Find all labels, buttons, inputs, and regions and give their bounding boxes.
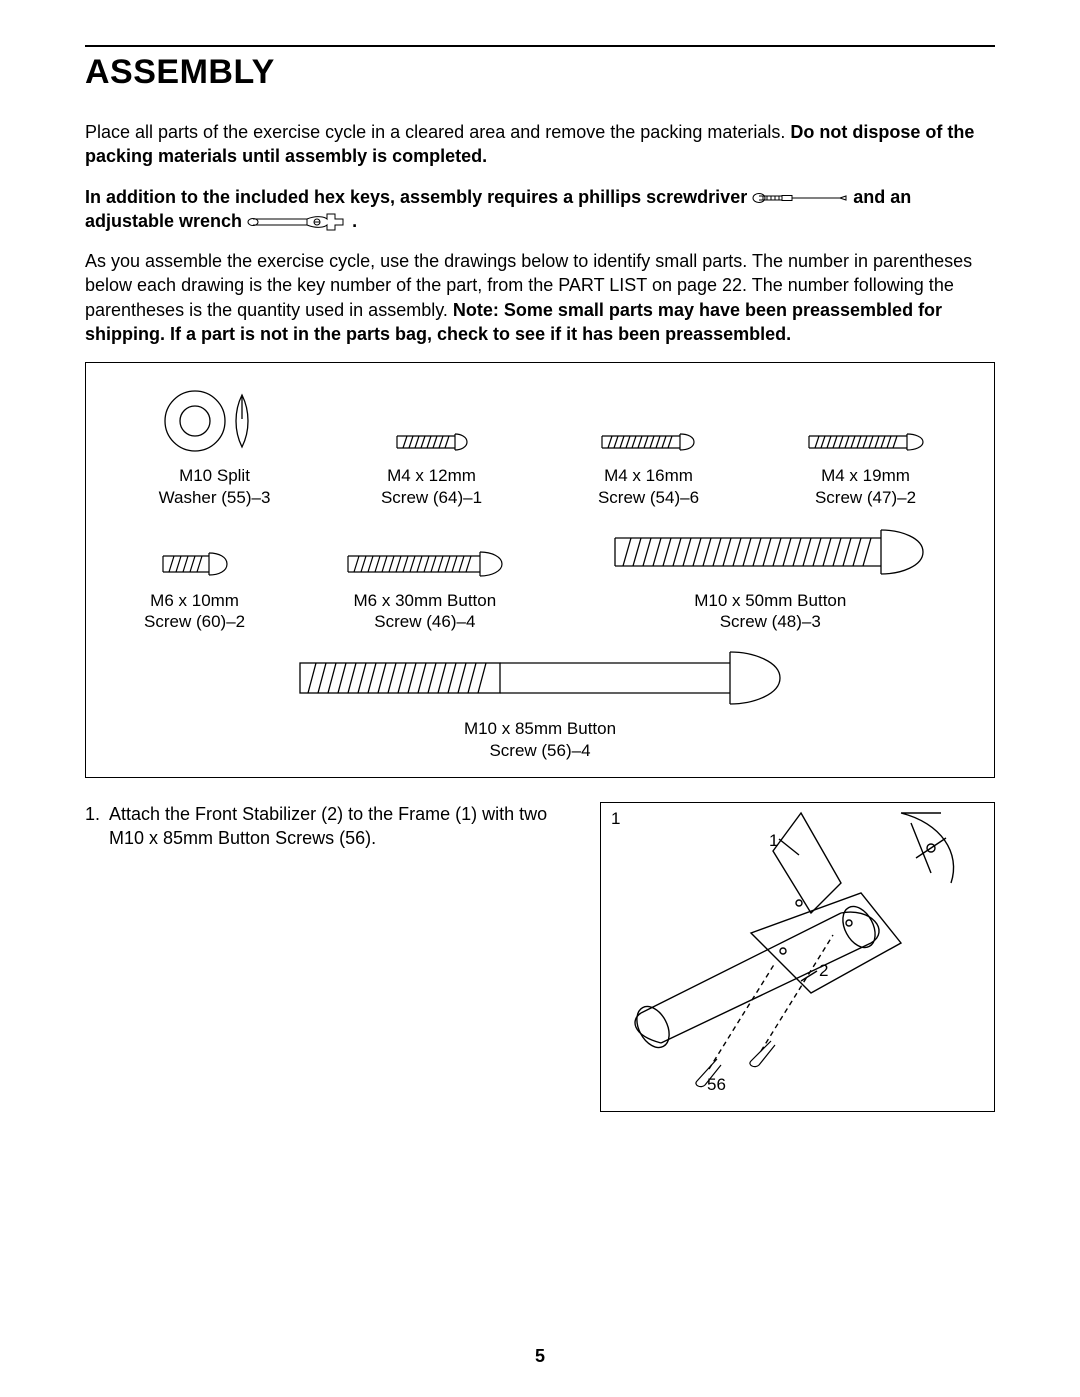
- tools-text-c: .: [352, 211, 357, 231]
- part-label: M6 x 10mm Screw (60)–2: [144, 590, 245, 633]
- part-label-line1: M6 x 30mm Button: [354, 591, 497, 610]
- intro-1-text: Place all parts of the exercise cycle in…: [85, 122, 790, 142]
- part-m6x10mm-screw: M6 x 10mm Screw (60)–2: [106, 546, 283, 633]
- top-rule: [85, 45, 995, 47]
- part-m10x50mm-button-screw: M10 x 50mm Button Screw (48)–3: [567, 522, 974, 633]
- part-label-line1: M10 x 85mm Button: [464, 719, 616, 738]
- part-label-line2: Screw (56)–4: [489, 741, 590, 760]
- screw-icon: [594, 427, 704, 457]
- part-label-line2: Screw (47)–2: [815, 488, 916, 507]
- part-label-line2: Screw (54)–6: [598, 488, 699, 507]
- parts-row-1: M10 Split Washer (55)–3: [106, 385, 974, 508]
- step-number: 1.: [85, 802, 109, 1112]
- part-label-line1: M10 Split: [179, 466, 250, 485]
- part-label-line1: M4 x 19mm: [821, 466, 910, 485]
- step-1-text: 1. Attach the Front Stabilizer (2) to th…: [85, 802, 572, 1112]
- part-m6x30mm-button-screw: M6 x 30mm Button Screw (46)–4: [283, 546, 566, 633]
- part-label: M10 x 50mm Button Screw (48)–3: [694, 590, 846, 633]
- intro-paragraph-3: As you assemble the exercise cycle, use …: [85, 249, 995, 346]
- part-label-line1: M10 x 50mm Button: [694, 591, 846, 610]
- intro-paragraph-1: Place all parts of the exercise cycle in…: [85, 120, 995, 169]
- small-parts-identification-box: M10 Split Washer (55)–3: [85, 362, 995, 778]
- part-label-line2: Screw (60)–2: [144, 612, 245, 631]
- part-label-line1: M4 x 16mm: [604, 466, 693, 485]
- parts-row-2: M6 x 10mm Screw (60)–2: [106, 522, 974, 633]
- step-1-figure: 1 1 2 56: [600, 802, 995, 1112]
- screw-icon: [387, 427, 477, 457]
- part-label-line2: Screw (64)–1: [381, 488, 482, 507]
- part-label-line2: Washer (55)–3: [159, 488, 271, 507]
- phillips-screwdriver-icon: [752, 190, 848, 206]
- section-heading: ASSEMBLY: [85, 53, 995, 92]
- part-m10-split-washer: M10 Split Washer (55)–3: [106, 385, 323, 508]
- part-label: M6 x 30mm Button Screw (46)–4: [354, 590, 497, 633]
- tools-text-a: In addition to the included hex keys, as…: [85, 187, 752, 207]
- part-label-line2: Screw (48)–3: [720, 612, 821, 631]
- adjustable-wrench-icon: [247, 211, 347, 233]
- part-label-line1: M4 x 12mm: [387, 466, 476, 485]
- part-label: M10 Split Washer (55)–3: [159, 465, 271, 508]
- manual-page: ASSEMBLY Place all parts of the exercise…: [0, 0, 1080, 1397]
- tools-required-line: In addition to the included hex keys, as…: [85, 185, 995, 234]
- part-label: M4 x 16mm Screw (54)–6: [598, 465, 699, 508]
- assembly-step-1: 1. Attach the Front Stabilizer (2) to th…: [85, 802, 995, 1112]
- split-washer-icon: [150, 385, 280, 457]
- screw-icon: [801, 427, 931, 457]
- step-1-body: Attach the Front Stabilizer (2) to the F…: [109, 802, 572, 1112]
- part-m4x16mm-screw: M4 x 16mm Screw (54)–6: [540, 427, 757, 508]
- page-number: 5: [0, 1346, 1080, 1367]
- part-m4x19mm-screw: M4 x 19mm Screw (47)–2: [757, 427, 974, 508]
- part-label-line2: Screw (46)–4: [374, 612, 475, 631]
- assembly-diagram-icon: [601, 803, 992, 1109]
- screw-icon: [155, 546, 235, 582]
- part-label: M4 x 19mm Screw (47)–2: [815, 465, 916, 508]
- button-screw-icon: [290, 646, 790, 710]
- button-screw-icon: [605, 522, 935, 582]
- parts-row-3: M10 x 85mm Button Screw (56)–4: [106, 646, 974, 761]
- part-m4x12mm-screw: M4 x 12mm Screw (64)–1: [323, 427, 540, 508]
- part-label: M4 x 12mm Screw (64)–1: [381, 465, 482, 508]
- part-label: M10 x 85mm Button Screw (56)–4: [464, 718, 616, 761]
- part-label-line1: M6 x 10mm: [150, 591, 239, 610]
- button-screw-icon: [340, 546, 510, 582]
